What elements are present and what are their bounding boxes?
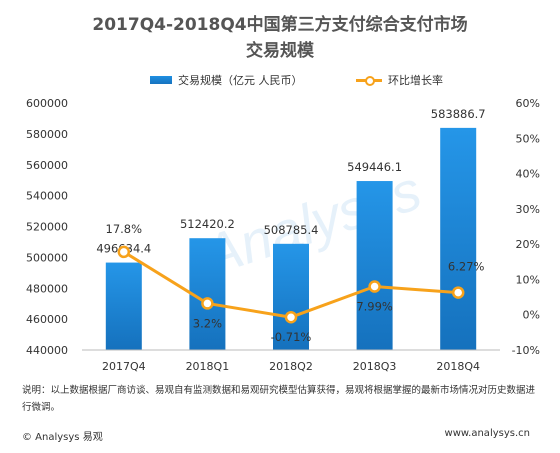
growth-point-2018Q4 xyxy=(451,286,465,299)
legend-line-label: 环比增长率 xyxy=(388,74,443,87)
y-left-tick-label: 480000 xyxy=(26,282,68,295)
bar-2018Q1 xyxy=(189,238,226,350)
y-right-tick-label: 50% xyxy=(516,132,540,145)
y-right-tick-label: 20% xyxy=(516,238,540,251)
chart-plot: 440000 460000 480000 500000 520000 540000 5600… xyxy=(26,97,540,373)
legend-bar-label: 交易规模（亿元 人民币） xyxy=(178,74,303,87)
footer-url: www.analysys.cn xyxy=(444,428,530,439)
y-left-tick-label: 520000 xyxy=(26,221,68,234)
y-right-tick-label: -10% xyxy=(512,344,540,357)
growth-rate-label: 6.27% xyxy=(448,260,485,274)
bar-2017Q4 xyxy=(105,262,142,350)
x-tick-label: 2018Q1 xyxy=(186,360,230,373)
bar-2018Q4 xyxy=(440,127,477,350)
bar-value-label: 583886.7 xyxy=(431,107,486,121)
chart-note: 说明：以上数据根据厂商访谈、易观自有监测数据和易观研究模型估算获得，易观将根据掌… xyxy=(22,385,536,413)
legend-item-bar: 交易规模（亿元 人民币） xyxy=(150,72,303,88)
y-right-tick-label: 40% xyxy=(516,168,540,181)
y-right-tick-label: 10% xyxy=(516,273,540,286)
y-left-tick-label: 500000 xyxy=(26,251,68,264)
legend-bar-swatch xyxy=(150,76,172,84)
growth-point-2018Q1 xyxy=(201,297,214,310)
x-tick-label: 2018Q4 xyxy=(436,360,480,373)
y-right-tick-label: 0% xyxy=(523,309,540,322)
x-tick-label: 2017Q4 xyxy=(102,360,146,373)
growth-point-2018Q2 xyxy=(284,310,298,324)
bar-value-label: 508785.4 xyxy=(264,223,319,237)
growth-point-2018Q3 xyxy=(368,280,381,293)
y-left-tick-label: 560000 xyxy=(26,159,68,172)
x-tick-label: 2018Q2 xyxy=(269,360,313,373)
bar-2018Q2 xyxy=(273,243,309,350)
y-left-tick-label: 600000 xyxy=(26,97,68,110)
growth-rate-label: -0.71% xyxy=(271,330,312,344)
y-left-tick-label: 440000 xyxy=(26,344,68,357)
chart-title-line2: 交易规模 xyxy=(246,41,314,61)
y-left-tick-label: 540000 xyxy=(26,190,68,203)
growth-rate-label: 7.99% xyxy=(356,300,393,314)
footer-copyright: © Analysys 易观 xyxy=(22,432,103,443)
y-left-tick-label: 580000 xyxy=(26,128,68,141)
y-right-tick-label: 60% xyxy=(516,97,540,110)
legend-item-line: 环比增长率 xyxy=(356,72,443,88)
y-right-tick-label: 30% xyxy=(516,203,540,216)
legend-line-swatch xyxy=(356,75,382,86)
bar-value-label: 512420.2 xyxy=(180,217,235,231)
chart-legend: 交易规模（亿元 人民币） 环比增长率 xyxy=(0,72,560,90)
bar-2018Q3 xyxy=(356,181,393,350)
bar-value-label: 549446.1 xyxy=(347,160,402,174)
chart-title-line1: 2017Q4-2018Q4中国第三方支付综合支付市场 xyxy=(92,15,468,35)
growth-rate-label: 17.8% xyxy=(106,222,143,236)
growth-point-2017Q4 xyxy=(117,245,131,259)
y-left-tick-label: 460000 xyxy=(26,313,68,326)
x-tick-label: 2018Q3 xyxy=(353,360,397,373)
growth-rate-label: 3.2% xyxy=(193,316,222,330)
